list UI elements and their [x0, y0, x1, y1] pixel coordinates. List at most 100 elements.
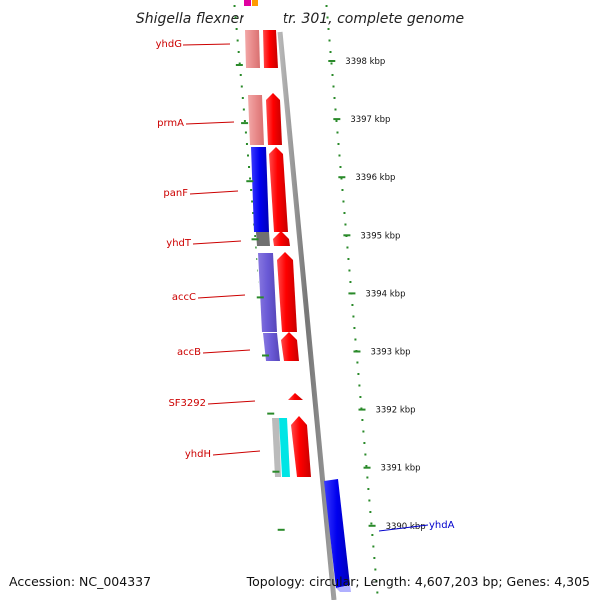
cog-features: [244, 0, 351, 592]
tick-label: 3397 kbp: [350, 115, 390, 125]
gene-leader-prmA: [185, 121, 235, 125]
cog-block-prmA: [248, 95, 264, 145]
gene-leader-yhdH: [212, 450, 261, 456]
cds-arrow-accB: [281, 332, 299, 361]
ruler-dot-outer: [336, 131, 339, 134]
ruler-dot-outer: [359, 396, 362, 398]
tick-label: 3395 kbp: [360, 231, 400, 241]
ruler-dot-outer: [337, 143, 340, 145]
gene-label-accC: accC: [172, 292, 196, 303]
tick-label: 3391 kbp: [381, 464, 421, 474]
ruler-dot-outer: [351, 304, 354, 306]
tick-label: 3398 kbp: [345, 57, 385, 67]
ruler-dot-outer: [354, 338, 357, 341]
ruler-dot-inner: [236, 39, 239, 42]
ruler-dot-outer: [367, 488, 370, 490]
ruler-dot-outer: [360, 407, 363, 410]
ruler-dot-outer: [353, 327, 356, 329]
ruler-dot-inner: [248, 166, 251, 168]
ruler-dot-inner: [240, 85, 243, 88]
cog-block-accC: [258, 253, 277, 332]
ruler-dot-outer: [363, 442, 366, 444]
gene-label-SF3292: SF3292: [168, 398, 206, 409]
backbone-line: [277, 31, 337, 600]
gene-leader-accB: [202, 349, 251, 354]
ruler-dot-inner: [249, 177, 252, 180]
gene-leader-yhdA: [378, 524, 429, 532]
gene-leader-accC: [197, 294, 246, 299]
gene-label-accB: accB: [177, 347, 201, 358]
gene-label-yhdA: yhdA: [429, 520, 455, 531]
cog-block-panF: [251, 147, 269, 232]
ruler-dot-inner: [252, 212, 255, 214]
gene-labels: yhdG prmA panF yhdT accC accB SF3292 yhdH yhdA: [156, 39, 455, 532]
ruler-dot-outer: [366, 476, 369, 479]
tick-label: 3390 kbp: [386, 522, 426, 532]
ruler-dot-outer: [368, 499, 371, 502]
ruler-dot-inner: [239, 74, 242, 76]
ruler-dot-inner: [242, 108, 245, 111]
cds-arrow-prmA: [266, 93, 282, 145]
ruler-dot-outer: [372, 545, 375, 548]
gene-label-yhdH: yhdH: [185, 449, 211, 460]
ruler-dot-outer: [357, 373, 360, 375]
ruler-ticks: 3398 kbp 3397 kbp 3396 kbp 3395 kbp 3394 kbp…: [235, 57, 426, 532]
ruler-dot-inner: [234, 16, 237, 19]
topology-text: Topology: circular; Length: 4,607,203 bp…: [246, 574, 590, 589]
gene-label-prmA: prmA: [157, 118, 184, 129]
ruler-dot-outer: [343, 212, 346, 214]
ruler-dot-outer: [344, 223, 347, 226]
ruler-dot-outer: [327, 28, 330, 30]
ruler-dot-outer: [369, 511, 372, 513]
ruler-dot-outer: [335, 120, 338, 122]
ruler-dot-outer: [364, 453, 367, 456]
ruler-dot-outer: [325, 5, 328, 7]
tick-label: 3394 kbp: [365, 289, 405, 299]
ruler-dot-outer: [330, 62, 333, 65]
ruler-dot-outer: [333, 97, 336, 99]
cds-arrows: [263, 30, 311, 477]
ruler-dot-outer: [339, 166, 342, 168]
ruler-dot-outer: [373, 557, 376, 559]
ruler-dot-outer: [342, 200, 345, 203]
cog-block-yhdA: [324, 479, 350, 588]
cds-arrow-accC: [277, 252, 297, 332]
ruler-dot-outer: [338, 154, 341, 157]
ruler-dot-inner: [254, 235, 257, 237]
ruler-dot-inner: [237, 51, 240, 53]
ruler-dot-inner: [251, 200, 254, 203]
ruler-dot-outer: [341, 189, 344, 191]
cog-block-accB: [263, 333, 280, 361]
ruler-dot-outer: [352, 315, 355, 318]
cds-arrow-SF3292: [288, 393, 303, 400]
ruler-dot-inner: [250, 189, 253, 191]
ruler-dot-inner: [245, 143, 248, 145]
ruler-dot-outer: [331, 74, 334, 76]
ruler-dot-outer: [374, 568, 377, 571]
ruler-dot-outer: [370, 522, 373, 525]
ruler-dot-outer: [328, 39, 331, 42]
cds-arrow-panF: [269, 147, 288, 232]
ruler-dot-outer: [375, 580, 378, 582]
ruler-dot-outer: [326, 16, 329, 19]
ruler-dot-outer: [346, 246, 349, 249]
ruler-dot-outer: [362, 430, 365, 433]
gene-leader-yhdT: [192, 240, 242, 245]
ruler-dot-inner: [233, 5, 236, 7]
ruler-dot-inner: [255, 246, 258, 249]
gene-label-yhdT: yhdT: [166, 238, 192, 249]
cog-block-yhdA-tail: [336, 585, 351, 592]
ruler-dot-outer: [329, 51, 332, 53]
ruler-dot-outer: [356, 361, 359, 364]
ruler-dot-inner: [246, 154, 249, 157]
cog-top-orange: [252, 0, 258, 6]
accession-text: Accession: NC_004337: [9, 574, 151, 589]
map-title: Shigella flexneri 2a str. 301, complete …: [136, 11, 464, 27]
gene-leader-panF: [189, 190, 239, 195]
cog-top-magenta: [244, 0, 251, 6]
ruler-dot-outer: [365, 465, 368, 467]
cds-arrow-yhdT: [273, 231, 290, 246]
ruler-dot-outer: [347, 258, 350, 260]
ruler-dot-inner: [244, 131, 247, 134]
